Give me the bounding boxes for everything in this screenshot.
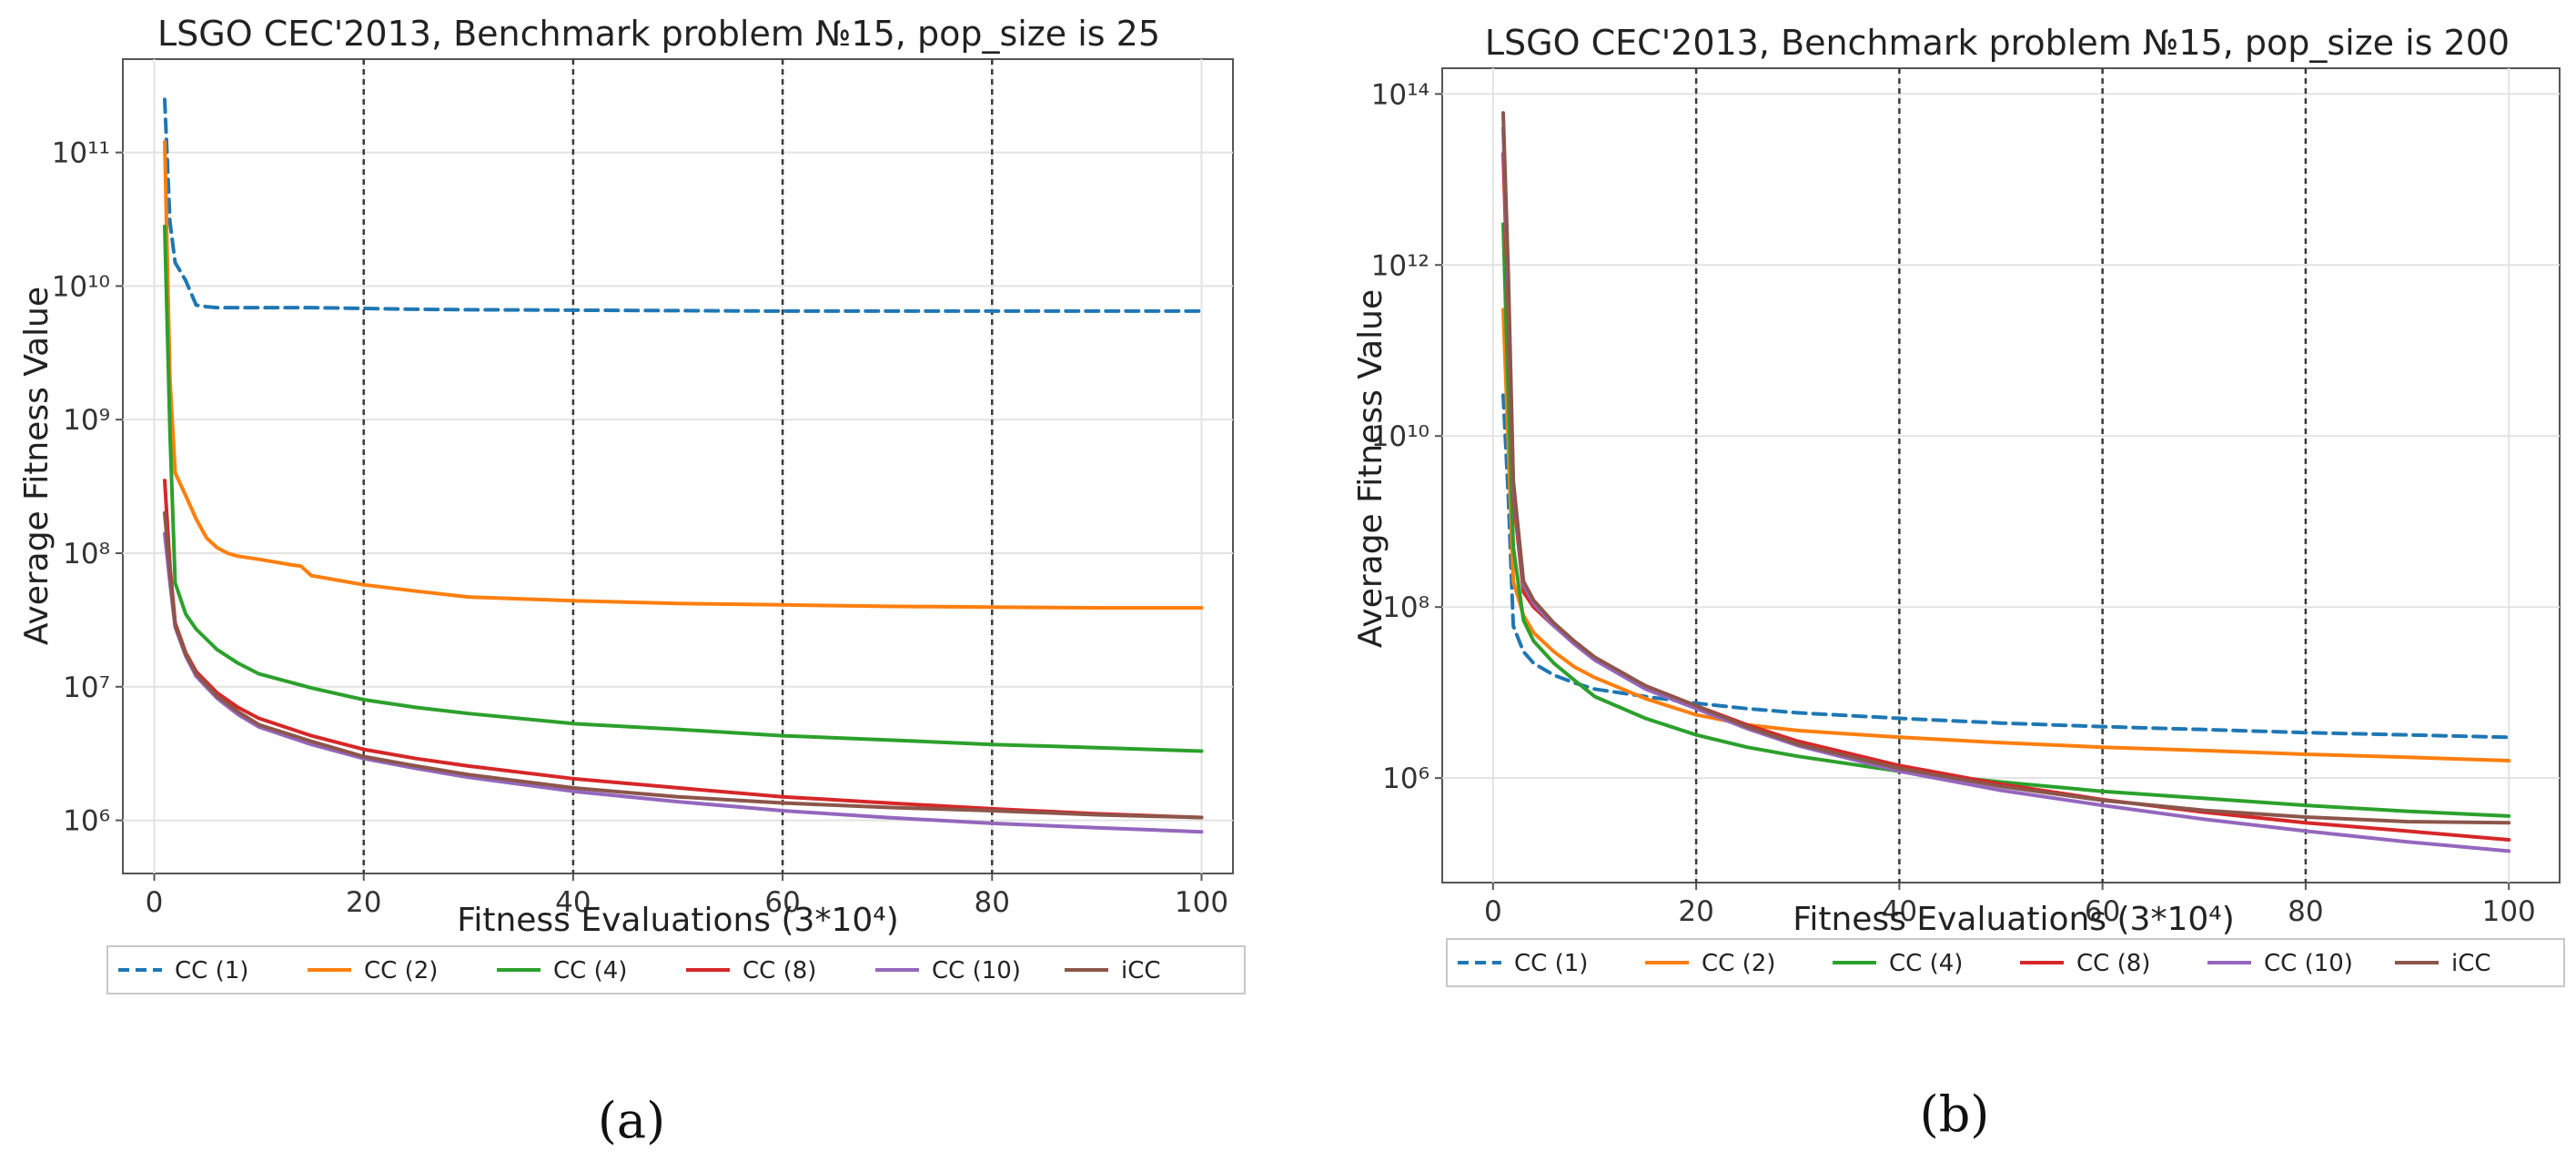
chart-title-b: LSGO CEC'2013, Benchmark problem №15, po…: [1485, 23, 2510, 63]
series-line-cc-1: [163, 97, 1204, 313]
x-tick-label: 100: [1175, 886, 1228, 919]
y-axis-label-a: Average Fitness Value: [18, 287, 56, 645]
legend-b: [1446, 938, 2565, 987]
series-line-cc-1: [1501, 393, 2511, 740]
x-tick-label: 20: [346, 886, 381, 919]
series-lines-b: [1501, 111, 2511, 853]
panel-label-a: (a): [598, 1092, 665, 1149]
y-tick-labels-a: 10⁶ 10⁷ 10⁸ 10⁹ 10¹⁰ 10¹¹: [52, 137, 123, 838]
series-line-cc-4: [1501, 222, 2511, 818]
y-tick-label: 10¹⁰: [52, 270, 110, 303]
y-tick-label: 10⁹: [63, 404, 110, 437]
legend-label: CC (4): [553, 957, 627, 984]
legend-label: CC (2): [1702, 950, 1775, 977]
x-tick-label: 40: [555, 886, 591, 919]
chart-panel-b: LSGO CEC'2013, Benchmark problem №15, po…: [1352, 23, 2565, 1143]
legend-label: iCC: [1121, 957, 1161, 984]
plot-frame-a: [122, 58, 1234, 874]
chart-title-a: LSGO CEC'2013, Benchmark problem №15, po…: [157, 14, 1160, 54]
plot-frame-b: [1441, 67, 2561, 883]
series-line-icc: [1501, 111, 2511, 825]
y-tick-label: 10¹¹: [52, 137, 110, 170]
series-line-cc-4: [163, 224, 1204, 753]
series-line-cc-2: [163, 140, 1204, 610]
series-lines-a: [163, 97, 1204, 834]
legend-label: CC (1): [1514, 950, 1588, 977]
y-axis-label-b: Average Fitness Value: [1352, 289, 1389, 648]
y-tick-label: 10⁶: [1382, 762, 1429, 795]
legend-label: CC (10): [2264, 950, 2353, 977]
x-tick-label: 60: [764, 886, 800, 919]
panel-label-b: (b): [1920, 1085, 1990, 1143]
series-line-icc: [163, 510, 1204, 820]
series-line-cc-10: [1501, 126, 2511, 853]
legend-a: [106, 945, 1246, 994]
legend-label: CC (4): [1889, 950, 1963, 977]
legend-label: CC (1): [175, 957, 248, 984]
y-tick-label: 10⁸: [63, 538, 110, 570]
legend-entries-b: CC (1) CC (2) CC (4) CC (8) CC (10) iCC: [1458, 950, 2491, 977]
legend-label: CC (10): [932, 957, 1021, 984]
legend-label: CC (8): [2076, 950, 2150, 977]
x-tick-label: 20: [1678, 895, 1713, 928]
x-tick-label: 80: [975, 886, 1010, 919]
legend-label: CC (2): [364, 957, 438, 984]
x-tick-label: 80: [2288, 895, 2323, 928]
gridlines-b: [1442, 68, 2560, 883]
x-tick-label: 40: [1882, 895, 1917, 928]
x-tick-label: 0: [146, 886, 164, 919]
y-tick-label: 10⁷: [63, 671, 110, 704]
y-tick-labels-b: 10⁶ 10⁸ 10¹⁰ 10¹² 10¹⁴: [1371, 78, 1442, 795]
y-tick-label: 10¹⁴: [1371, 78, 1429, 111]
y-tick-label: 10¹²: [1371, 249, 1429, 282]
y-tick-label: 10⁶: [63, 805, 110, 838]
x-tick-label: 60: [2085, 895, 2120, 928]
y-tick-label: 10⁸: [1382, 591, 1429, 624]
x-tick-labels-a: 0 20 40 60 80 100: [146, 873, 1228, 919]
legend-label: iCC: [2451, 950, 2491, 977]
x-tick-label: 0: [1484, 895, 1502, 928]
y-tick-label: 10¹⁰: [1371, 420, 1429, 453]
chart-panel-a: LSGO CEC'2013, Benchmark problem №15, po…: [18, 14, 1246, 1149]
legend-entries-a: CC (1) CC (2) CC (4) CC (8) CC (10) iCC: [118, 957, 1161, 984]
x-axis-label-b: Fitness Evaluations (3*10⁴): [1793, 901, 2235, 938]
x-tick-label: 100: [2482, 895, 2536, 928]
x-axis-label-a: Fitness Evaluations (3*10⁴): [457, 902, 899, 939]
legend-label: CC (8): [742, 957, 816, 984]
x-tick-labels-b: 0 20 40 60 80 100: [1484, 883, 2536, 928]
